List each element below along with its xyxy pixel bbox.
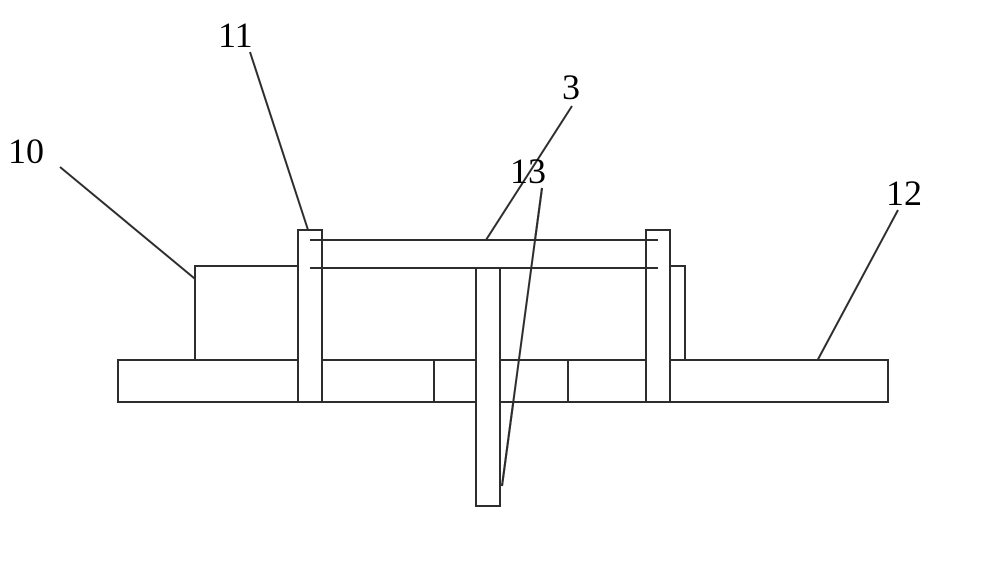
label-10: 10 (8, 130, 44, 172)
part-10-block (195, 266, 685, 360)
part-11-post-right (646, 230, 670, 402)
part-11-post-left (298, 230, 322, 402)
leader-l12 (808, 210, 898, 378)
part-12-base (118, 360, 888, 402)
label-13: 13 (510, 150, 546, 192)
part-13-stem (476, 268, 500, 506)
part-3-crossbar (310, 240, 658, 268)
leader-l11 (250, 52, 310, 236)
label-11: 11 (218, 14, 253, 56)
label-12: 12 (886, 172, 922, 214)
label-3: 3 (562, 66, 580, 108)
